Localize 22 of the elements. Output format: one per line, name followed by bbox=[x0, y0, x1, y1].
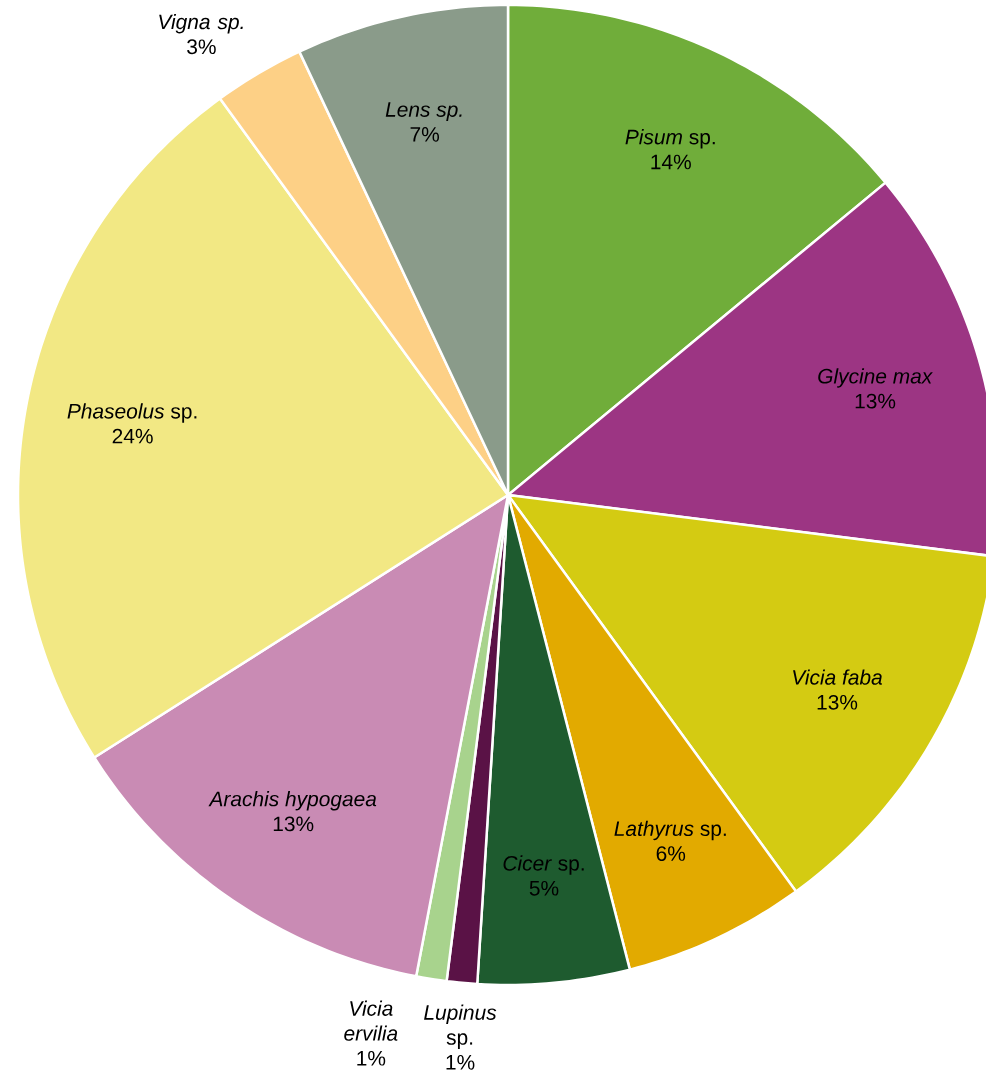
data-label: 3% bbox=[187, 39, 216, 55]
data-label: 13% bbox=[855, 393, 896, 409]
data-label: 6% bbox=[656, 846, 686, 861]
data-label: 24% bbox=[112, 428, 153, 444]
slice-label: Vicia ervilia bbox=[344, 1000, 398, 1041]
slice-label: Vicia faba bbox=[793, 669, 883, 685]
slice-label: Phaseolus sp. bbox=[67, 403, 197, 423]
slice-label: Arachis hypogaea bbox=[208, 790, 377, 811]
data-label: 13% bbox=[273, 816, 314, 832]
slice-label: Pisum sp. bbox=[625, 129, 715, 149]
slice-label: Lathyrus sp. bbox=[614, 820, 726, 841]
data-label: 1% bbox=[357, 1050, 386, 1066]
data-label: 13% bbox=[817, 694, 858, 710]
data-label: 7% bbox=[410, 127, 440, 142]
slice-label: Cicer sp. bbox=[503, 855, 584, 875]
data-label: 5% bbox=[529, 880, 559, 896]
data-label: 1% bbox=[446, 1054, 475, 1070]
slice-label: Lens sp. bbox=[385, 102, 462, 122]
slice-label: Vigna sp. bbox=[159, 13, 243, 34]
data-label: 14% bbox=[651, 154, 691, 170]
slice-label: Glycine max bbox=[818, 368, 933, 388]
slice-label: Lupinus sp. bbox=[424, 1004, 497, 1049]
